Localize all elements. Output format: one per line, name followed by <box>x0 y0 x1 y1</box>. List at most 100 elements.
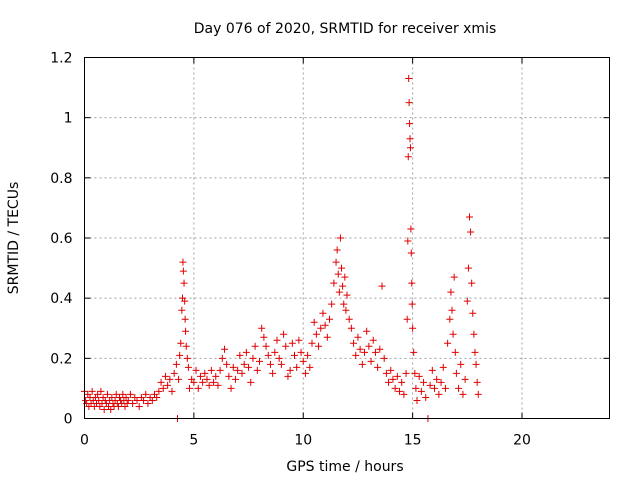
data-point <box>284 372 292 380</box>
data-point <box>260 333 268 341</box>
data-point <box>178 306 186 314</box>
data-point <box>295 336 303 344</box>
data-point <box>343 291 351 299</box>
data-point <box>376 345 384 353</box>
data-point <box>114 402 122 410</box>
data-point <box>413 396 421 404</box>
data-point <box>293 363 301 371</box>
data-point <box>301 369 309 377</box>
data-point <box>159 384 167 392</box>
data-point <box>466 213 473 221</box>
data-point <box>404 237 412 245</box>
data-point <box>94 390 102 398</box>
data-point <box>389 375 397 383</box>
data-point <box>405 99 413 107</box>
data-point <box>405 75 413 83</box>
data-point <box>406 120 414 128</box>
data-point <box>186 384 193 392</box>
data-point <box>297 348 305 356</box>
data-point <box>133 396 141 404</box>
data-point <box>179 267 187 275</box>
data-point <box>444 339 452 347</box>
data-point <box>240 360 248 368</box>
data-point <box>181 297 189 305</box>
y-tick-label: 0.4 <box>50 291 72 307</box>
data-point <box>144 399 152 407</box>
data-point <box>129 399 137 407</box>
data-point <box>437 378 445 386</box>
data-point <box>452 369 460 377</box>
data-point <box>269 369 277 377</box>
data-point <box>415 372 423 380</box>
data-point <box>177 339 185 347</box>
data-point <box>124 396 132 404</box>
data-point <box>107 405 115 413</box>
data-point <box>153 393 161 401</box>
y-tick-label: 0.8 <box>50 171 72 187</box>
data-point <box>323 333 331 341</box>
data-point <box>275 354 283 362</box>
data-point <box>190 378 198 386</box>
data-point <box>464 264 472 272</box>
data-point <box>467 228 475 236</box>
data-point <box>142 390 150 398</box>
data-point <box>319 309 327 317</box>
data-point <box>448 306 456 314</box>
y-tick-label: 1.2 <box>50 51 72 67</box>
data-point <box>256 357 263 365</box>
data-point <box>271 348 279 356</box>
data-point <box>170 369 178 377</box>
tick-labels: 0 0.2 0.4 0.6 0.8 1 1.2 0 5 10 15 20 <box>50 51 531 449</box>
y-tick-label: 0.2 <box>50 351 72 367</box>
data-point <box>450 273 458 281</box>
data-point <box>340 300 348 308</box>
data-point <box>183 354 191 362</box>
data-point <box>317 324 325 332</box>
data-point <box>201 369 209 377</box>
data-point <box>95 396 103 404</box>
data-point <box>273 336 281 344</box>
data-point <box>339 282 347 290</box>
data-point <box>342 306 350 314</box>
data-point <box>341 273 349 281</box>
data-point <box>428 366 436 374</box>
data-point <box>112 390 120 398</box>
data-point <box>310 318 318 326</box>
data-point <box>408 279 416 287</box>
data-point <box>371 348 379 356</box>
data-point <box>455 384 463 392</box>
x-tick-label: 5 <box>189 433 198 449</box>
data-point <box>148 396 156 404</box>
data-point <box>380 354 388 362</box>
data-point <box>409 324 417 332</box>
data-point <box>242 348 250 356</box>
data-point <box>234 366 242 374</box>
data-point <box>354 333 362 341</box>
data-point <box>157 378 165 386</box>
data-point <box>277 360 285 368</box>
data-point <box>223 360 231 368</box>
data-point <box>179 258 187 266</box>
data-point <box>236 351 244 359</box>
data-point <box>253 366 261 374</box>
data-point <box>470 330 478 338</box>
data-point <box>358 360 366 368</box>
data-point <box>365 342 373 350</box>
data-point <box>468 279 476 287</box>
data-point <box>367 357 375 365</box>
data-point <box>332 258 340 266</box>
data-point <box>378 282 386 290</box>
data-point <box>417 387 425 395</box>
data-point <box>407 249 415 257</box>
data-points <box>81 75 482 422</box>
data-point <box>203 375 211 383</box>
data-point <box>238 369 246 377</box>
data-point <box>338 264 346 272</box>
x-tick-label: 10 <box>294 433 312 449</box>
data-point <box>299 357 307 365</box>
data-point <box>247 378 255 386</box>
data-point <box>469 309 477 317</box>
data-point <box>251 342 259 350</box>
data-point <box>172 360 180 368</box>
